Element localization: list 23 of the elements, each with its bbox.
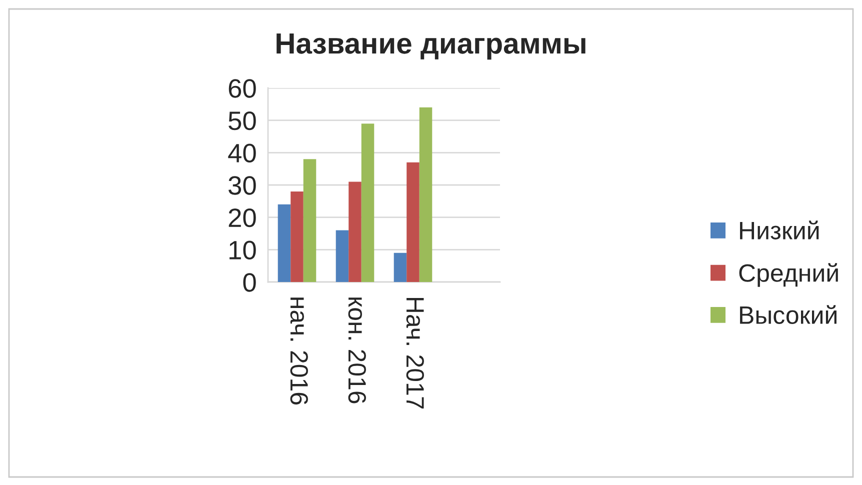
bar — [278, 204, 291, 282]
chart-title: Название диаграммы — [276, 33, 586, 60]
bar — [303, 159, 316, 282]
legend-label: Средний — [739, 263, 838, 287]
x-tick-label: нач. 2016 — [290, 298, 308, 404]
y-tick-label: 10 — [230, 240, 256, 260]
y-tick-label: 30 — [228, 176, 256, 195]
legend-label: Низкий — [740, 220, 819, 240]
legend-label: Высокий — [740, 305, 836, 324]
x-tick-label: кон. 2016 — [348, 298, 366, 404]
bar — [290, 191, 304, 282]
bar — [419, 107, 432, 282]
bar — [336, 230, 349, 282]
bar — [348, 182, 362, 282]
y-tick-label: 60 — [228, 79, 256, 98]
y-tick-label: 20 — [228, 208, 256, 228]
y-tick-label: 50 — [228, 111, 256, 130]
x-tick-label: Нач. 2017 — [406, 298, 424, 409]
bar — [361, 124, 374, 282]
y-tick-label: 40 — [228, 144, 256, 162]
bar — [406, 162, 420, 282]
bar — [394, 252, 407, 282]
y-tick-label: 0 — [243, 273, 256, 292]
